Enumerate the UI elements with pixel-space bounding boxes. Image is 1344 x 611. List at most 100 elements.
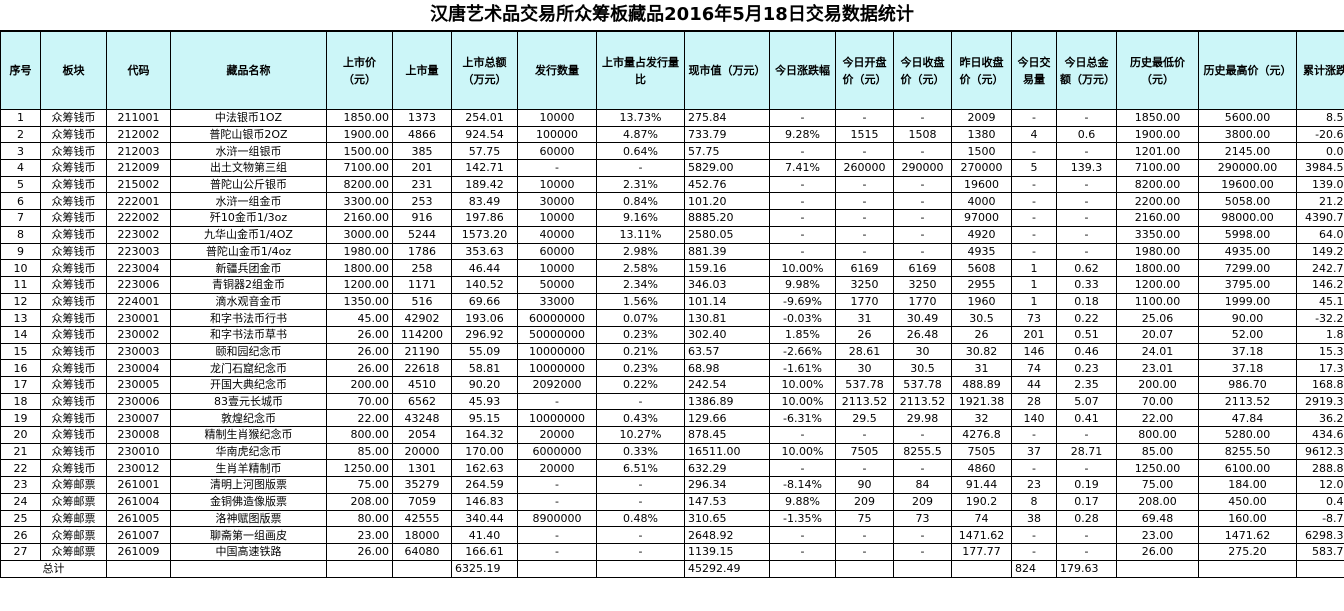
table-cell: 264.59 xyxy=(451,476,518,494)
table-cell: - xyxy=(835,526,894,544)
table-cell: 31 xyxy=(951,359,1012,377)
table-cell: 57.75 xyxy=(451,142,518,161)
table-cell: 10.00% xyxy=(769,376,836,394)
table-cell: - xyxy=(1011,225,1057,244)
table-row: 23 众筹邮票 261001 清明上河图版票 75.00 35279 264.59- -296… xyxy=(0,476,1344,494)
table-cell: 302.40 xyxy=(684,325,770,344)
table-cell: 58.81 xyxy=(451,359,518,377)
table-row: 8 众筹钱币 223002 九华山金币1/4OZ 3000.00 5244 1573.20 4… xyxy=(0,225,1344,244)
table-cell: 29.5 xyxy=(835,409,894,428)
table-cell: 出土文物第三组 xyxy=(170,159,327,177)
table-cell: 74 xyxy=(951,509,1012,528)
table-cell: 21 xyxy=(0,442,41,461)
table-cell: 15 xyxy=(0,342,41,361)
table-cell: 1900.00 xyxy=(1116,125,1199,144)
table-cell: 340.44 xyxy=(451,509,518,528)
table-cell: 212002 xyxy=(106,125,171,144)
table-cell: - xyxy=(835,426,894,444)
table-cell: 90.00 xyxy=(1198,309,1297,327)
table-cell: 170.00 xyxy=(451,442,518,461)
table-cell: 139.3 xyxy=(1056,159,1117,177)
table-cell: - xyxy=(517,476,597,494)
page-title: 汉唐艺术品交易所众筹板藏品2016年5月18日交易数据统计 xyxy=(0,0,1344,31)
table-row: 4 众筹钱币 212009 出土文物第三组 7100.00 201 142.71- -5829… xyxy=(0,159,1344,177)
table-cell: 42902 xyxy=(392,309,452,327)
table-cell: 13.11% xyxy=(596,225,685,244)
table-cell: 200.00 xyxy=(1116,376,1199,394)
table-cell: 7 xyxy=(0,209,41,227)
table-cell: 222002 xyxy=(106,209,171,227)
table-cell: 242.54 xyxy=(684,376,770,394)
header-today-amount: 今日总金额（万元） xyxy=(1056,31,1117,110)
table-cell: 83.49 xyxy=(451,192,518,211)
table-row: 21 众筹钱币 230010 华南虎纪念币 85.00 20000 170.00 600000… xyxy=(0,442,1344,461)
table-cell: 168.89% xyxy=(1296,376,1344,394)
table-cell: 众筹钱币 xyxy=(40,459,107,478)
table-cell: 生肖羊精制币 xyxy=(170,459,327,478)
table-row: 9 众筹钱币 223003 普陀山金币1/4oz 1980.00 1786 353.63 60… xyxy=(0,242,1344,261)
table-cell: 0.23% xyxy=(596,359,685,377)
table-cell: 26 xyxy=(951,325,1012,344)
table-cell: - xyxy=(1056,542,1117,561)
table-cell: 986.70 xyxy=(1198,376,1297,394)
table-cell: 众筹邮票 xyxy=(40,476,107,494)
table-cell: - xyxy=(769,242,836,261)
table-cell: 0.6 xyxy=(1056,125,1117,144)
table-cell: 258 xyxy=(392,259,452,277)
table-cell: 223006 xyxy=(106,275,171,294)
table-cell: - xyxy=(517,159,597,177)
table-cell: 10.27% xyxy=(596,426,685,444)
table-cell: - xyxy=(769,426,836,444)
table-cell: 41.40 xyxy=(451,526,518,544)
table-cell: - xyxy=(1011,175,1057,194)
table-cell: 231 xyxy=(392,175,452,194)
table-cell: 73 xyxy=(1011,309,1057,327)
table-cell: 5600.00 xyxy=(1198,109,1297,127)
table-cell: 3350.00 xyxy=(1116,225,1199,244)
table-cell: - xyxy=(1011,109,1057,127)
table-cell: 230012 xyxy=(106,459,171,478)
table-cell: 众筹钱币 xyxy=(40,225,107,244)
table-cell: 68.98 xyxy=(684,359,770,377)
empty-cell xyxy=(326,559,393,578)
table-cell: 10.00% xyxy=(769,392,836,411)
table-cell: - xyxy=(893,175,952,194)
table-cell: - xyxy=(769,225,836,244)
header-market-value: 现市值（万元） xyxy=(684,31,770,110)
table-cell: - xyxy=(835,242,894,261)
table-body: 1 众筹钱币 211001 中法银币1OZ 1850.00 1373 254.01 10000… xyxy=(0,109,1344,578)
table-cell: 40000 xyxy=(517,225,597,244)
table-cell: 0.41 xyxy=(1056,409,1117,428)
table-cell: 30.5 xyxy=(951,309,1012,327)
table-cell: 261009 xyxy=(106,542,171,561)
table-cell: 4276.8 xyxy=(951,426,1012,444)
table-cell: - xyxy=(835,192,894,211)
table-cell: 4920 xyxy=(951,225,1012,244)
table-cell: 537.78 xyxy=(835,376,894,394)
table-cell: 230010 xyxy=(106,442,171,461)
table-cell: 290000.00 xyxy=(1198,159,1297,177)
table-cell: 开国大典纪念币 xyxy=(170,376,327,394)
table-cell: 26.00 xyxy=(326,359,393,377)
table-cell: 颐和园纪念币 xyxy=(170,342,327,361)
table-cell: 众筹邮票 xyxy=(40,542,107,561)
table-cell: 583.73% xyxy=(1296,542,1344,561)
table-cell: 201 xyxy=(1011,325,1057,344)
table-cell: 13.73% xyxy=(596,109,685,127)
table-cell: 85.00 xyxy=(326,442,393,461)
table-cell: 2160.00 xyxy=(326,209,393,227)
table-cell: 4860 xyxy=(951,459,1012,478)
table-cell: 24 xyxy=(0,492,41,511)
table-cell: 1500.00 xyxy=(326,142,393,161)
table-cell: 12 xyxy=(0,292,41,311)
table-cell: 7100.00 xyxy=(326,159,393,177)
table-cell: 洛神赋图版票 xyxy=(170,509,327,528)
table-cell: 0.19 xyxy=(1056,476,1117,494)
table-cell: 4390.74% xyxy=(1296,209,1344,227)
table-cell: 5 xyxy=(1011,159,1057,177)
table-cell: 30000 xyxy=(517,192,597,211)
table-row: 14 众筹钱币 230002 和字书法币草书 26.00 114200 296.92 5000… xyxy=(0,325,1344,344)
table-cell: 52.00 xyxy=(1198,325,1297,344)
table-cell: 28.61 xyxy=(835,342,894,361)
table-cell: 6.51% xyxy=(596,459,685,478)
